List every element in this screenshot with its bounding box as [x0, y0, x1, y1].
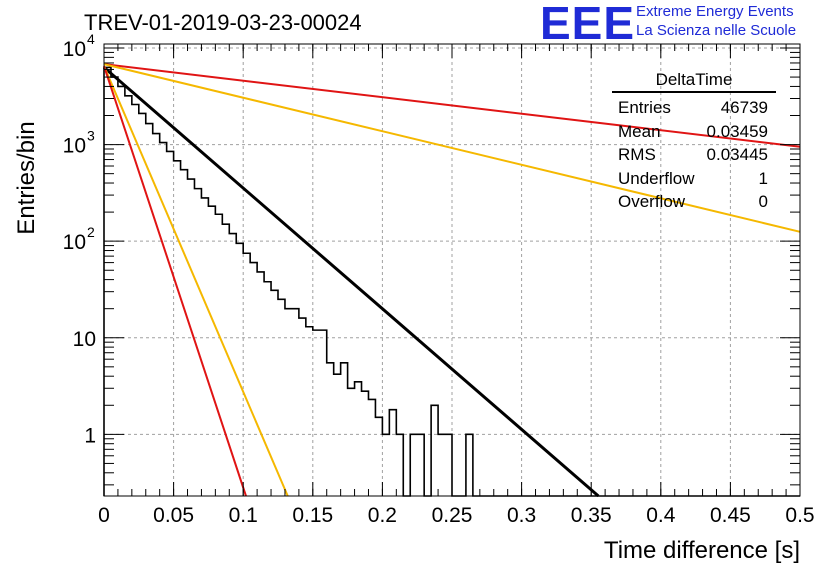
fit-line-3 — [103, 65, 289, 497]
y-tick-label-exponent: 3 — [87, 128, 95, 144]
x-tick-label: 0.25 — [432, 504, 473, 527]
eee-logo-line1: Extreme Energy Events — [636, 3, 794, 20]
x-tick-label: 0.35 — [571, 504, 612, 527]
x-tick-label: 0.05 — [153, 504, 194, 527]
fit-lines-group — [103, 63, 801, 498]
y-tick-label: 10 — [63, 38, 86, 61]
x-tick-label: 0 — [98, 504, 110, 527]
stats-value: 0 — [758, 192, 768, 211]
fit-line-1 — [103, 63, 801, 148]
y-tick-label: 10 — [73, 328, 96, 351]
x-tick-labels: 0 0.05 0.1 0.15 0.2 0.25 0.3 0.35 0.4 0.45 0.5 — [98, 504, 814, 527]
x-tick-label: 0.15 — [292, 504, 333, 527]
stats-value: 0.03459 — [706, 121, 768, 141]
y-tick-label-exponent: 4 — [87, 31, 95, 47]
fit-line-2 — [103, 63, 801, 233]
x-tick-label: 0.2 — [368, 504, 397, 527]
axis-ticks — [103, 44, 801, 496]
stats-row-underflow: Underflow 1 — [612, 167, 776, 191]
x-tick-label: 0.5 — [785, 504, 814, 527]
stats-value: 1 — [758, 168, 768, 188]
x-tick-label: 0.1 — [229, 504, 258, 527]
stats-row-mean: Mean 0.03459 — [612, 120, 776, 144]
stats-box: DeltaTime Entries 46739 Mean 0.03459 RMS… — [612, 70, 776, 214]
stats-label: Mean — [618, 121, 661, 141]
y-tick-label: 1 — [84, 424, 96, 447]
stats-label: Entries — [618, 98, 671, 117]
x-axis-label: Time difference [s] — [604, 537, 800, 564]
fit-line-0 — [103, 66, 600, 498]
stats-label: Underflow — [618, 168, 695, 188]
eee-logo-line2: La Scienza nelle Scuole — [636, 22, 797, 39]
y-tick-label: 10 — [63, 135, 86, 158]
y-tick-label-exponent: 2 — [87, 224, 95, 240]
chart-title: TREV-01-2019-03-23-00024 — [84, 10, 362, 35]
fit-line-4 — [103, 65, 247, 497]
stats-row-entries: Entries 46739 — [612, 96, 776, 120]
stats-value: 0.03445 — [706, 145, 768, 164]
y-tick-label: 10 — [63, 231, 86, 254]
x-tick-label: 0.3 — [507, 504, 536, 527]
stats-row-rms: RMS 0.03445 — [612, 143, 776, 167]
x-tick-label: 0.4 — [646, 504, 676, 527]
stats-value: 46739 — [720, 98, 768, 117]
x-tick-label: 0.45 — [710, 504, 751, 527]
stats-title: DeltaTime — [612, 70, 776, 93]
stats-row-overflow: Overflow 0 — [612, 190, 776, 214]
stats-label: Overflow — [618, 192, 686, 211]
stats-label: RMS — [618, 145, 656, 164]
eee-logo-mark: EEE — [540, 0, 636, 49]
y-axis-label: Entries/bin — [13, 121, 40, 234]
